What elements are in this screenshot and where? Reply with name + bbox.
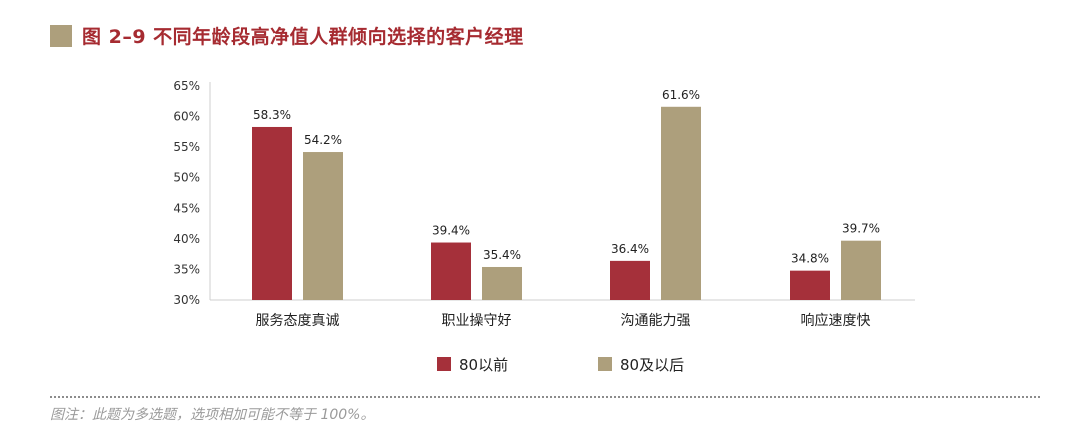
x-tick-label: 职业操守好 (442, 313, 512, 329)
legend-label-1: 80以前 (459, 356, 508, 374)
y-tick-label: 30% (173, 293, 200, 307)
legend-swatch-2 (598, 357, 612, 371)
bar-series-2 (303, 152, 343, 300)
bar-series-2 (482, 266, 522, 300)
bar-series-1 (252, 126, 292, 300)
data-label: 54.2% (304, 133, 342, 147)
legend-swatch-1 (437, 357, 451, 371)
data-label: 39.7% (842, 222, 880, 236)
figure-note: 图注：此题为多选题，选项相加可能不等于 100%。 (50, 407, 375, 423)
bar-series-1 (431, 242, 471, 300)
bar-series-1 (790, 270, 830, 300)
y-tick-label: 45% (173, 201, 200, 215)
data-label: 58.3% (253, 108, 291, 122)
bar-chart: 30% 35% 40% 45% 50% 55% 60% 65% 58.3% 54.2% 服务态度真诚… (173, 79, 915, 374)
data-label: 61.6% (662, 88, 700, 102)
y-tick-label: 55% (173, 140, 200, 154)
chart-title: 图 2–9 不同年龄段高净值人群倾向选择的客户经理 (82, 26, 524, 48)
y-tick-label: 40% (173, 232, 200, 246)
data-label: 35.4% (483, 248, 521, 262)
y-tick-label: 50% (173, 171, 200, 185)
title-square-marker (50, 24, 72, 47)
data-label: 39.4% (432, 224, 470, 238)
legend-label-2: 80及以后 (620, 356, 684, 374)
y-tick-label: 35% (173, 262, 200, 276)
bar-series-2 (661, 106, 701, 300)
x-tick-label: 沟通能力强 (621, 313, 691, 329)
y-tick-label: 65% (173, 79, 200, 93)
data-label: 36.4% (611, 242, 649, 256)
x-tick-label: 响应速度快 (801, 312, 871, 329)
x-tick-label: 服务态度真诚 (256, 313, 340, 329)
bar-series-2 (841, 240, 881, 300)
bar-series-1 (610, 260, 650, 300)
y-tick-label: 60% (173, 110, 200, 124)
chart-title-bar: 图 2–9 不同年龄段高净值人群倾向选择的客户经理 (50, 22, 524, 49)
dotted-divider (50, 396, 1040, 398)
data-label: 34.8% (791, 252, 829, 266)
